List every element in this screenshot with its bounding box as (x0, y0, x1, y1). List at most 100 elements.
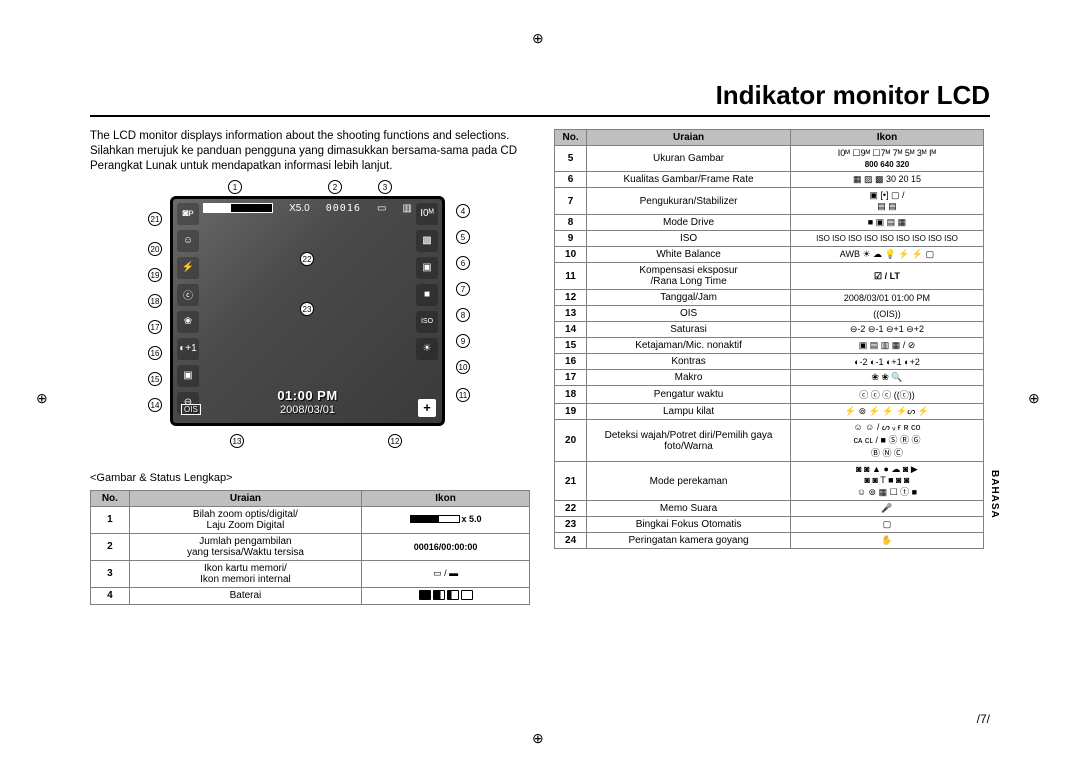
callout-20: 20 (148, 242, 162, 256)
table-row: 6Kualitas Gambar/Frame Rate▦ ▨ ▩ 30 20 1… (555, 172, 984, 188)
callout-3: 3 (378, 180, 392, 194)
cell-uraian: Jumlah pengambilanyang tersisa/Waktu ter… (129, 533, 361, 560)
lcd-datetime: OIS 01:00 PM 2008/03/01 (173, 389, 442, 417)
table-left: No. Uraian Ikon 1Bilah zoom optis/digita… (90, 490, 530, 605)
cell-no: 8 (555, 215, 587, 231)
cell-uraian: Saturasi (587, 322, 791, 338)
cell-no: 6 (555, 172, 587, 188)
cell-no: 3 (91, 560, 130, 587)
cell-uraian: Mode perekaman (587, 462, 791, 501)
table-row: 18Pengatur waktuⓒ ⓒ ⓒ ((ⓒ)) (555, 386, 984, 404)
counter-label: 00016 (326, 203, 361, 214)
cell-ikon: ✋ (790, 533, 983, 549)
cell-uraian: Mode Drive (587, 215, 791, 231)
th-ikon: Ikon (790, 130, 983, 146)
drive-icon: ■ (416, 284, 438, 306)
cell-ikon: ☑ / LT (790, 263, 983, 290)
callout-4: 4 (456, 204, 470, 218)
cell-ikon: ▢ (790, 517, 983, 533)
table-row: 23Bingkai Fokus Otomatis▢ (555, 517, 984, 533)
cell-uraian: Ukuran Gambar (587, 146, 791, 172)
cell-ikon: ▣ [•] ▢ /▤ ▤ (790, 188, 983, 215)
cell-no: 24 (555, 533, 587, 549)
table-row: 22Memo Suara🎤 (555, 501, 984, 517)
cell-uraian: ISO (587, 231, 791, 247)
mode-icon: ◙ᴘ (177, 203, 199, 225)
cell-no: 20 (555, 420, 587, 462)
table-row: 7Pengukuran/Stabilizer▣ [•] ▢ /▤ ▤ (555, 188, 984, 215)
cell-ikon: ■ ▣ ▤ ▦ (790, 215, 983, 231)
callout-11: 11 (456, 388, 470, 402)
table-row: 10White BalanceAWB ☀ ☁ 💡 ⚡ ⚡ ▢ (555, 247, 984, 263)
cell-no: 10 (555, 247, 587, 263)
th-no: No. (555, 130, 587, 146)
cell-ikon: 00016/00:00:00 (362, 533, 530, 560)
th-uraian: Uraian (129, 490, 361, 506)
cell-no: 15 (555, 338, 587, 354)
plus-icon: + (418, 399, 436, 417)
cell-uraian: Memo Suara (587, 501, 791, 517)
cell-no: 11 (555, 263, 587, 290)
callout-21: 21 (148, 212, 162, 226)
callout-14: 14 (148, 398, 162, 412)
table-row: 24Peringatan kamera goyang✋ (555, 533, 984, 549)
cell-uraian: OIS (587, 306, 791, 322)
face-icon: ☺ (177, 230, 199, 252)
cell-ikon: AWB ☀ ☁ 💡 ⚡ ⚡ ▢ (790, 247, 983, 263)
cell-uraian: Ketajaman/Mic. nonaktif (587, 338, 791, 354)
cell-ikon: I0ᴹ ☐9ᴹ ☐7ᴹ 7ᴹ 5ᴹ 3ᴹ Iᴹ800 640 320 (790, 146, 983, 172)
callout-13: 13 (230, 434, 244, 448)
page: Indikator monitor LCD The LCD monitor di… (90, 80, 990, 720)
cell-ikon: ▦ ▨ ▩ 30 20 15 (790, 172, 983, 188)
cell-uraian: Baterai (129, 587, 361, 604)
sharp-icon: ▣ (177, 365, 199, 387)
cell-no: 9 (555, 231, 587, 247)
cell-no: 1 (91, 506, 130, 533)
table-row: 13OIS((OIS)) (555, 306, 984, 322)
th-no: No. (91, 490, 130, 506)
size-icon: I0ᴹ (416, 203, 438, 225)
table-row: 15Ketajaman/Mic. nonaktif▣ ▤ ▥ ▦ / ⊘ (555, 338, 984, 354)
diagram-caption: <Gambar & Status Lengkap> (90, 472, 530, 484)
table-row: 3Ikon kartu memori/Ikon memori internal▭… (91, 560, 530, 587)
cell-ikon: ◐-2 ◐-1 ◐+1 ◐+2 (790, 354, 983, 370)
th-uraian: Uraian (587, 130, 791, 146)
cell-uraian: Bingkai Fokus Otomatis (587, 517, 791, 533)
left-column: The LCD monitor displays information abo… (90, 129, 530, 605)
crop-mark-bottom: ⊕ (532, 730, 548, 746)
right-column: No. Uraian Ikon 5Ukuran GambarI0ᴹ ☐9ᴹ ☐7… (554, 129, 984, 605)
table-row: 17Makro❀ ❀ 🔍 (555, 370, 984, 386)
table-header-row: No. Uraian Ikon (91, 490, 530, 506)
cell-uraian: Ikon kartu memori/Ikon memori internal (129, 560, 361, 587)
callout-12: 12 (388, 434, 402, 448)
page-number: /7/ (977, 712, 990, 726)
lcd-top-bar: X5.0 00016 ▭ ▥ (203, 203, 412, 214)
callout-22: 22 (300, 252, 314, 266)
lcd-time: 01:00 PM (173, 389, 442, 404)
cell-ikon: ◙ ◙ ▲ ● ☁ ◙ ▶◙ ◙ T ■ ◙ ◙☺ ⊚ ▦ ☐ ⓣ ■ (790, 462, 983, 501)
cell-ikon: ▣ ▤ ▥ ▦ / ⊘ (790, 338, 983, 354)
meter-icon: ▣ (416, 257, 438, 279)
timer-icon: ⓒ (177, 284, 199, 306)
table-row: 16Kontras◐-2 ◐-1 ◐+1 ◐+2 (555, 354, 984, 370)
card-icon: ▭ (377, 203, 386, 214)
cell-no: 18 (555, 386, 587, 404)
cell-uraian: Tanggal/Jam (587, 290, 791, 306)
cell-ikon: x 5.0 (362, 506, 530, 533)
cell-uraian: Kompensasi eksposur/Rana Long Time (587, 263, 791, 290)
cell-uraian: Kualitas Gambar/Frame Rate (587, 172, 791, 188)
cell-uraian: Bilah zoom optis/digital/Laju Zoom Digit… (129, 506, 361, 533)
cell-ikon: ISO ISO ISO ISO ISO ISO ISO ISO ISO (790, 231, 983, 247)
cell-ikon: 🎤 (790, 501, 983, 517)
cell-no: 16 (555, 354, 587, 370)
table-row: 11Kompensasi eksposur/Rana Long Time☑ / … (555, 263, 984, 290)
cell-ikon: ((OIS)) (790, 306, 983, 322)
crop-mark-left: ⊕ (36, 390, 52, 406)
cell-uraian: Pengatur waktu (587, 386, 791, 404)
cell-uraian: Makro (587, 370, 791, 386)
table-row: 4Baterai (91, 587, 530, 604)
cell-no: 22 (555, 501, 587, 517)
intro-paragraph: The LCD monitor displays information abo… (90, 129, 530, 174)
cell-no: 21 (555, 462, 587, 501)
iso-icon: ISO (416, 311, 438, 333)
